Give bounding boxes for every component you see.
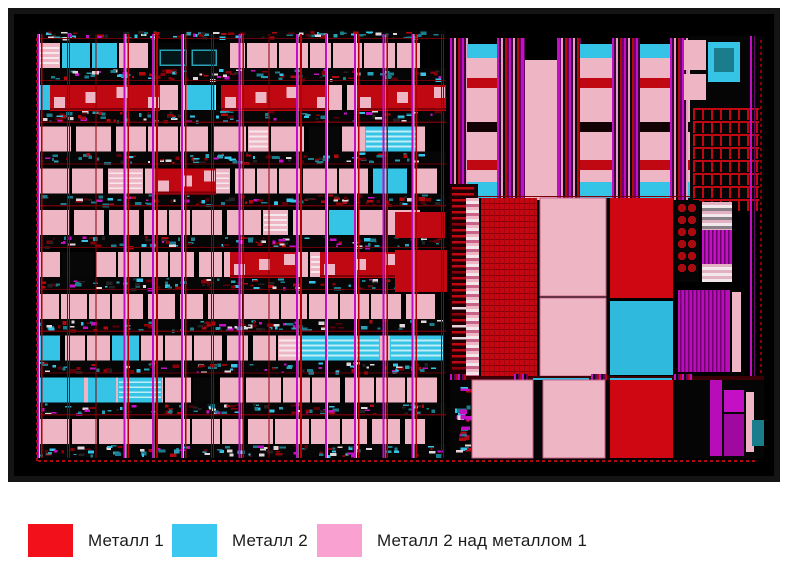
legend-label-metal1: Металл 1 <box>88 530 164 550</box>
legend-swatch-metal1 <box>28 524 73 557</box>
legend-label-metal2-over-metal1: Металл 2 над металлом 1 <box>377 530 588 550</box>
legend-item-metal2-over-metal1: Металл 2 над металлом 1 <box>317 524 587 557</box>
chip-frame <box>8 8 780 482</box>
legend: Металл 1 Металл 2 Металл 2 над металлом … <box>0 516 800 566</box>
legend-item-metal1: Металл 1 <box>28 524 164 557</box>
legend-swatch-metal2-over-metal1 <box>317 524 362 557</box>
legend-label-metal2: Металл 2 <box>232 530 308 550</box>
legend-item-metal2: Металл 2 <box>172 524 308 557</box>
legend-swatch-metal2 <box>172 524 217 557</box>
chip-canvas <box>14 14 774 476</box>
